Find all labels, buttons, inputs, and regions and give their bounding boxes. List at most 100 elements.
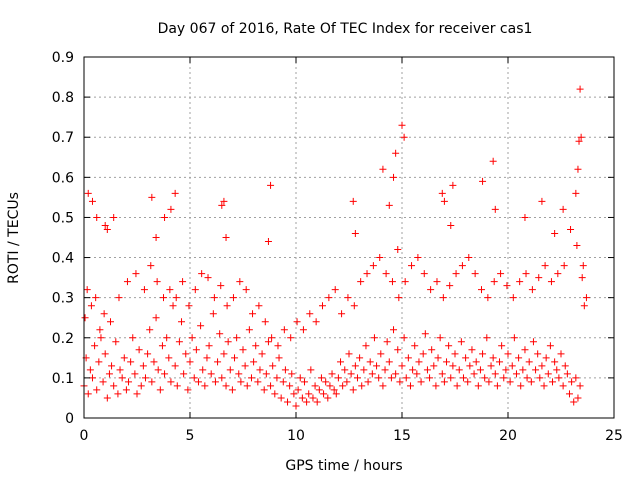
data-point: [522, 270, 530, 278]
data-point: [525, 358, 533, 366]
data-point: [400, 334, 408, 342]
data-point: [161, 213, 169, 221]
data-point: [299, 326, 307, 334]
data-point: [567, 225, 575, 233]
data-point: [420, 270, 428, 278]
data-point: [432, 382, 440, 390]
data-point: [222, 382, 230, 390]
data-point: [459, 374, 467, 382]
data-point: [440, 378, 448, 386]
data-point: [347, 370, 355, 378]
data-point: [549, 378, 557, 386]
data-point: [534, 350, 542, 358]
data-point: [91, 342, 99, 350]
data-point: [500, 374, 508, 382]
data-point: [239, 346, 247, 354]
data-point: [568, 378, 576, 386]
data-point: [116, 366, 124, 374]
grid-lines: [84, 57, 614, 418]
data-point: [165, 354, 173, 362]
data-point: [510, 334, 518, 342]
data-point: [555, 374, 563, 382]
data-point: [123, 278, 131, 286]
data-point: [383, 338, 391, 346]
data-point: [375, 374, 383, 382]
data-point: [419, 350, 427, 358]
x-tick-label: 0: [80, 428, 89, 444]
data-point: [551, 358, 559, 366]
data-point: [312, 318, 320, 326]
data-point: [528, 286, 536, 294]
data-point: [100, 310, 108, 318]
data-point: [553, 366, 561, 374]
data-point: [373, 362, 381, 370]
data-point: [449, 362, 457, 370]
data-point: [559, 205, 567, 213]
data-point: [220, 350, 228, 358]
data-point: [279, 378, 287, 386]
data-point: [131, 370, 139, 378]
data-point: [349, 386, 357, 394]
data-point: [135, 346, 143, 354]
data-point: [379, 165, 387, 173]
data-point: [86, 366, 94, 374]
data-point: [166, 286, 174, 294]
data-point: [498, 342, 506, 350]
data-point: [479, 350, 487, 358]
data-point: [554, 270, 562, 278]
data-point: [547, 278, 555, 286]
x-tick-label: 15: [393, 428, 411, 444]
data-point: [572, 374, 580, 382]
data-point: [103, 225, 111, 233]
data-point: [334, 374, 342, 382]
data-point: [516, 278, 524, 286]
data-point: [148, 378, 156, 386]
data-point: [439, 294, 447, 302]
data-point: [423, 366, 431, 374]
data-point: [337, 358, 345, 366]
data-point: [360, 366, 368, 374]
data-point: [218, 374, 226, 382]
data-point: [132, 270, 140, 278]
data-point: [300, 378, 308, 386]
data-point: [349, 197, 357, 205]
x-tick-label: 10: [287, 428, 305, 444]
data-point: [385, 201, 393, 209]
data-point: [536, 374, 544, 382]
data-point: [233, 334, 241, 342]
data-point: [449, 181, 457, 189]
data-point: [152, 314, 160, 322]
data-point: [292, 402, 300, 410]
data-point: [572, 189, 580, 197]
data-point: [353, 374, 361, 382]
data-point: [509, 294, 517, 302]
data-point: [224, 338, 232, 346]
data-point: [214, 358, 222, 366]
data-point: [576, 85, 584, 93]
data-point: [390, 326, 398, 334]
data-point: [186, 358, 194, 366]
data-point: [455, 366, 463, 374]
data-point: [458, 262, 466, 270]
data-point: [325, 294, 333, 302]
data-point: [180, 370, 188, 378]
data-point: [357, 278, 365, 286]
data-point: [447, 374, 455, 382]
data-point: [351, 229, 359, 237]
data-point: [491, 370, 499, 378]
data-point: [139, 362, 147, 370]
data-point: [470, 370, 478, 378]
data-point: [127, 358, 135, 366]
data-point: [452, 270, 460, 278]
data-point: [563, 370, 571, 378]
data-point: [574, 165, 582, 173]
data-point: [296, 374, 304, 382]
data-point: [255, 302, 263, 310]
data-point: [394, 246, 402, 254]
data-point: [398, 362, 406, 370]
data-point: [169, 302, 177, 310]
data-point: [521, 213, 529, 221]
data-point: [409, 366, 417, 374]
data-point: [519, 366, 527, 374]
data-point: [103, 394, 111, 402]
